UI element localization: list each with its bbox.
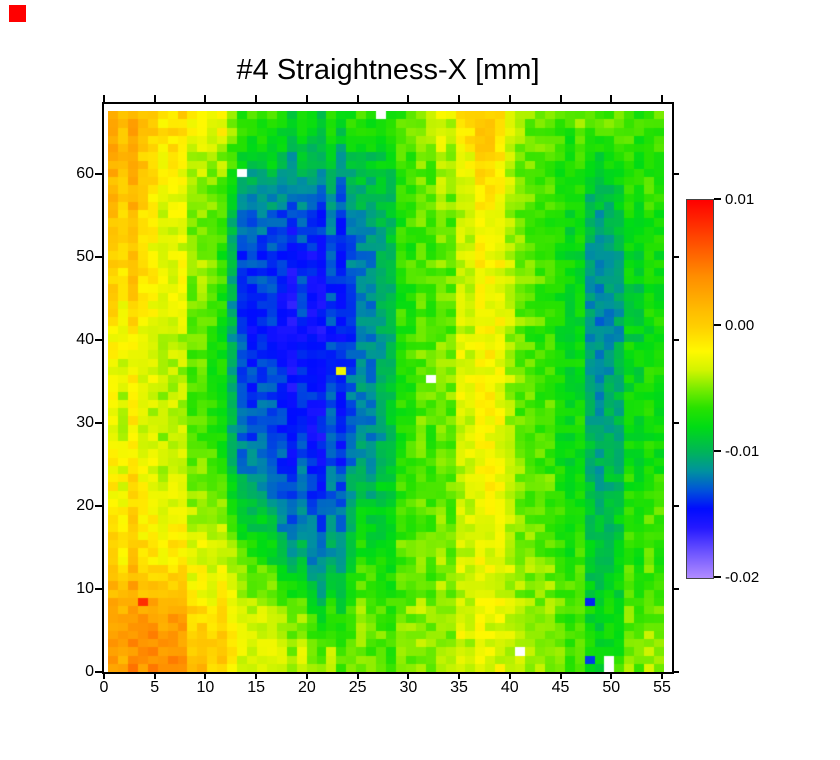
colorbar-tick-label: 0.01 xyxy=(725,191,755,208)
x-axis-tick xyxy=(255,672,258,679)
x-axis-top-tick xyxy=(407,95,410,102)
x-axis-top-tick xyxy=(660,95,663,102)
colorbar-tick xyxy=(714,576,721,578)
x-axis-tick xyxy=(407,672,410,679)
x-tick-label: 20 xyxy=(297,679,316,696)
x-axis-top-tick xyxy=(559,95,562,102)
x-tick-label: 40 xyxy=(500,679,519,696)
y-axis-tick xyxy=(95,256,102,258)
y-tick-label: 50 xyxy=(76,248,94,265)
x-tick-label: 35 xyxy=(450,679,468,696)
x-axis-top-tick xyxy=(356,95,359,102)
y-axis-tick xyxy=(95,339,102,341)
y-axis-right-tick xyxy=(672,173,679,175)
y-axis-tick xyxy=(95,671,102,673)
colorbar-tick-label: 0.00 xyxy=(725,317,755,334)
x-axis-tick xyxy=(356,672,359,679)
x-tick-label: 15 xyxy=(247,679,266,696)
colorbar-gradient xyxy=(686,199,714,579)
x-axis-tick xyxy=(153,672,156,679)
y-tick-label: 20 xyxy=(76,497,94,514)
y-tick-label: 10 xyxy=(76,580,94,597)
y-axis-right-tick xyxy=(672,671,679,673)
chart-title: #4 Straightness-X [mm] xyxy=(236,54,540,86)
plot-area xyxy=(102,102,674,674)
x-tick-label: 5 xyxy=(150,679,160,696)
colorbar-tick-label: -0.01 xyxy=(725,443,760,460)
colorbar-tick xyxy=(714,198,721,200)
x-axis-top-tick xyxy=(305,95,308,102)
x-axis-tick xyxy=(103,672,105,679)
x-axis-tick xyxy=(204,672,207,679)
x-tick-label: 10 xyxy=(196,679,215,696)
y-axis-right-tick xyxy=(672,339,679,341)
x-tick-label: 25 xyxy=(348,679,367,696)
x-axis-top-tick xyxy=(153,95,156,102)
x-axis-top-tick xyxy=(508,95,511,102)
x-axis-top-tick xyxy=(458,95,461,102)
y-axis-right-tick xyxy=(672,256,679,258)
x-tick-label: 30 xyxy=(399,679,418,696)
y-tick-label: 60 xyxy=(76,165,94,182)
x-tick-label: 45 xyxy=(551,679,570,696)
colorbar-tick-label: -0.02 xyxy=(725,569,760,586)
x-axis-top-tick xyxy=(103,95,105,102)
x-axis-tick xyxy=(458,672,461,679)
heatmap-canvas xyxy=(108,111,664,672)
colorbar-tick xyxy=(714,324,721,326)
y-axis-right-tick xyxy=(672,505,679,507)
y-axis-right-tick xyxy=(672,422,679,424)
y-axis-tick xyxy=(95,173,102,175)
y-tick-label: 40 xyxy=(76,331,94,348)
x-axis-tick xyxy=(610,672,613,679)
x-axis-tick xyxy=(559,672,562,679)
x-axis-tick xyxy=(508,672,511,679)
x-axis-top-tick xyxy=(204,95,207,102)
x-axis-tick xyxy=(660,672,663,679)
y-axis-tick xyxy=(95,422,102,424)
y-axis-right-tick xyxy=(672,588,679,590)
colorbar-tick xyxy=(714,450,721,452)
y-axis-tick xyxy=(95,505,102,507)
y-tick-label: 0 xyxy=(85,663,94,680)
x-axis-top-tick xyxy=(610,95,613,102)
x-tick-label: 50 xyxy=(602,679,621,696)
x-tick-label: 55 xyxy=(653,679,671,696)
y-axis-tick xyxy=(95,588,102,590)
x-axis-top-tick xyxy=(255,95,258,102)
app-red-square-icon xyxy=(9,5,26,22)
x-tick-label: 0 xyxy=(99,679,109,696)
y-tick-label: 30 xyxy=(76,414,94,431)
x-axis-tick xyxy=(305,672,308,679)
